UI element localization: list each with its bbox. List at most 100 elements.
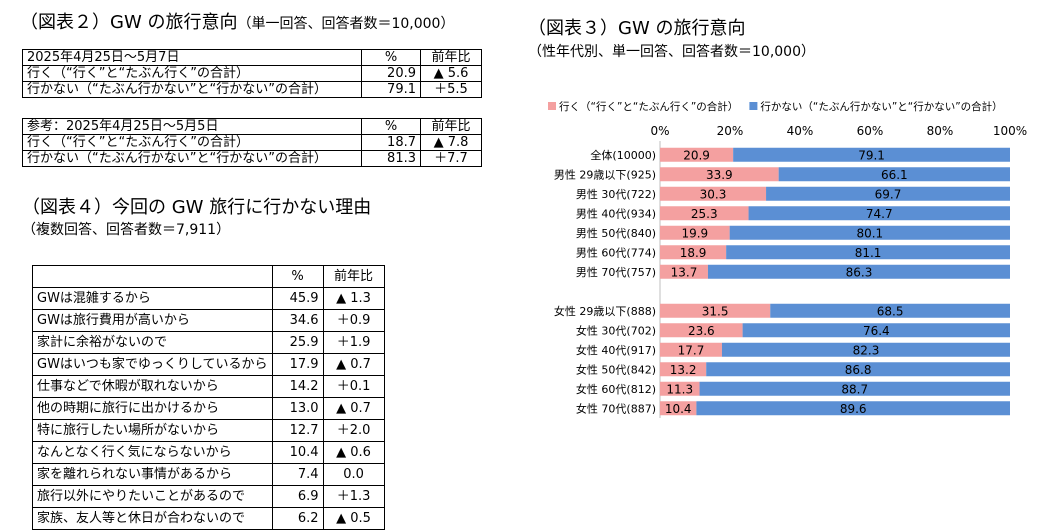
bar-segment [660, 323, 743, 338]
table-cell-label: 家を離れられない事情があるから [32, 463, 273, 486]
table-cell-label: 行かない（“たぶん行かない”と“行かない”の合計） [22, 81, 362, 98]
data-label: 25.3 [691, 207, 718, 221]
table-cell-label: GWは混雑するから [32, 287, 273, 310]
data-label: 31.5 [702, 304, 729, 318]
tick-label: 60% [857, 124, 884, 138]
table-cell-percent: 13.0 [271, 397, 324, 420]
bar-segment [748, 206, 1010, 221]
data-label: 89.6 [840, 402, 867, 416]
legend-label: 行く（“行く”と“たぶん行く”の合計） [559, 100, 738, 113]
category-label: 男性 50代(840) [576, 226, 656, 240]
category-label: 女性 29歳以下(888) [554, 304, 656, 318]
bar-segment [721, 342, 1010, 357]
fig4-table: % 前年比 GWは混雑するから 45.9 ▲ 1.3 GWは旅行費用が高いから 34.6… [32, 265, 385, 530]
bar-segment [660, 206, 749, 221]
bar-segment [766, 186, 1010, 201]
bar-segment [660, 401, 697, 416]
bar-segment [707, 264, 1010, 279]
data-label: 86.3 [846, 265, 873, 279]
bar-segment [660, 186, 767, 201]
table-cell-label: 行く（“行く”と“たぶん行く”の合計） [22, 65, 362, 82]
table-cell-change: 0.0 [322, 463, 385, 486]
table-cell-change: ＋0.1 [322, 375, 385, 398]
data-label: 18.9 [680, 246, 707, 260]
bar-segment [660, 342, 722, 357]
table-cell-percent: 7.4 [271, 463, 324, 486]
table-row: 行く（“行く”と“たぶん行く”の合計） 20.9 ▲ 5.6 [22, 65, 482, 82]
table-cell-percent: 81.3 [361, 150, 421, 167]
data-label: 69.7 [875, 187, 902, 201]
bar-segment [660, 381, 700, 396]
table-cell-percent: 34.6 [271, 309, 324, 332]
bar-segment [696, 401, 1010, 416]
table-row: 仕事などで休暇が取れないから 14.2 ＋0.1 [32, 375, 385, 398]
table-cell-label: 他の時期に旅行に出かけるから [32, 397, 273, 420]
table-header-cell: % [361, 49, 421, 66]
category-label: 女性 40代(917) [576, 343, 656, 357]
table-cell-change: ▲ 0.7 [322, 353, 385, 376]
bar-segment [726, 245, 1010, 260]
table-row: なんとなく行く気にならないから 10.4 ▲ 0.6 [32, 441, 385, 464]
table-header-row: % 前年比 [32, 265, 385, 288]
fig2-table-1: 2025年4月25日～5月7日 % 前年比 行く（“行く”と“たぶん行く”の合計… [22, 49, 482, 98]
table-cell-change: ▲ 5.6 [420, 65, 482, 82]
tick-label: 100% [993, 124, 1027, 138]
data-label: 80.1 [856, 226, 883, 240]
fig4-title: （図表４）今回の GW 旅行に行かない理由 [22, 197, 372, 218]
fig2-subtitle: （単一回答、回答者数＝10,000） [237, 16, 455, 32]
data-label: 13.2 [670, 363, 697, 377]
table-header-cell: % [271, 265, 324, 288]
data-label: 20.9 [683, 148, 710, 162]
table-cell-label: 仕事などで休暇が取れないから [32, 375, 273, 398]
table-cell-percent: 6.9 [271, 485, 324, 508]
table-cell-percent: 79.1 [361, 81, 421, 98]
table-cell-change: ▲ 7.8 [420, 134, 482, 151]
table-header-cell: 参考：2025年4月25日～5月5日 [22, 118, 362, 135]
data-label: 88.7 [841, 382, 868, 396]
table-cell-change: ▲ 1.3 [322, 287, 385, 310]
table-row: 旅行以外にやりたいことがあるので 6.9 ＋1.3 [32, 485, 385, 508]
table-cell-change: ＋1.3 [322, 485, 385, 508]
category-label: 女性 50代(842) [576, 362, 656, 376]
data-label: 33.9 [706, 168, 733, 182]
table-header-row: 参考：2025年4月25日～5月5日 % 前年比 [22, 118, 482, 135]
bar-segment [660, 167, 779, 182]
category-label: 女性 60代(812) [576, 382, 656, 396]
data-label: 81.1 [855, 246, 882, 260]
data-label: 23.6 [688, 324, 715, 338]
data-label: 74.7 [866, 207, 893, 221]
table-cell-label: 家族、友人等と休日が合わないので [32, 507, 273, 530]
data-label: 13.7 [671, 265, 698, 279]
data-label: 76.4 [863, 324, 890, 338]
table-header-cell: 2025年4月25日～5月7日 [22, 49, 362, 66]
bar-segment [733, 147, 1010, 162]
data-label: 86.8 [845, 363, 872, 377]
data-label: 17.7 [678, 343, 705, 357]
table-cell-label: なんとなく行く気にならないから [32, 441, 273, 464]
table-cell-label: 行く（“行く”と“たぶん行く”の合計） [22, 134, 362, 151]
table-row: 家計に余裕がないので 25.9 ＋1.9 [32, 331, 385, 354]
table-cell-change: ▲ 0.7 [322, 397, 385, 420]
category-label: 男性 40代(934) [576, 206, 656, 220]
table-row: GWはいつも家でゆっくりしているから 17.9 ▲ 0.7 [32, 353, 385, 376]
data-label: 30.3 [700, 187, 727, 201]
table-cell-label: 旅行以外にやりたいことがあるので [32, 485, 273, 508]
data-label: 19.9 [681, 226, 708, 240]
table-cell-label: 特に旅行したい場所がないから [32, 419, 273, 442]
table-cell-percent: 18.7 [361, 134, 421, 151]
fig2-title: （図表２）GW の旅行意向（単一回答、回答者数＝10,000） [20, 8, 454, 34]
table-cell-label: GWは旅行費用が高いから [32, 309, 273, 332]
fig2-title-text: （図表２）GW の旅行意向 [20, 12, 238, 33]
table-row: 行く（“行く”と“たぶん行く”の合計） 18.7 ▲ 7.8 [22, 134, 482, 151]
tick-label: 80% [927, 124, 954, 138]
bar-segment [660, 362, 707, 377]
bar-segment [660, 264, 708, 279]
table-cell-percent: 12.7 [271, 419, 324, 442]
category-label: 全体(10000) [590, 148, 656, 162]
table-cell-label: 家計に余裕がないので [32, 331, 273, 354]
category-label: 男性 70代(757) [576, 265, 656, 279]
table-cell-label: GWはいつも家でゆっくりしているから [32, 353, 273, 376]
category-label: 男性 29歳以下(925) [554, 167, 656, 181]
legend-swatch [548, 102, 556, 110]
fig4-subtitle: （複数回答、回答者数＝7,911） [22, 222, 231, 238]
